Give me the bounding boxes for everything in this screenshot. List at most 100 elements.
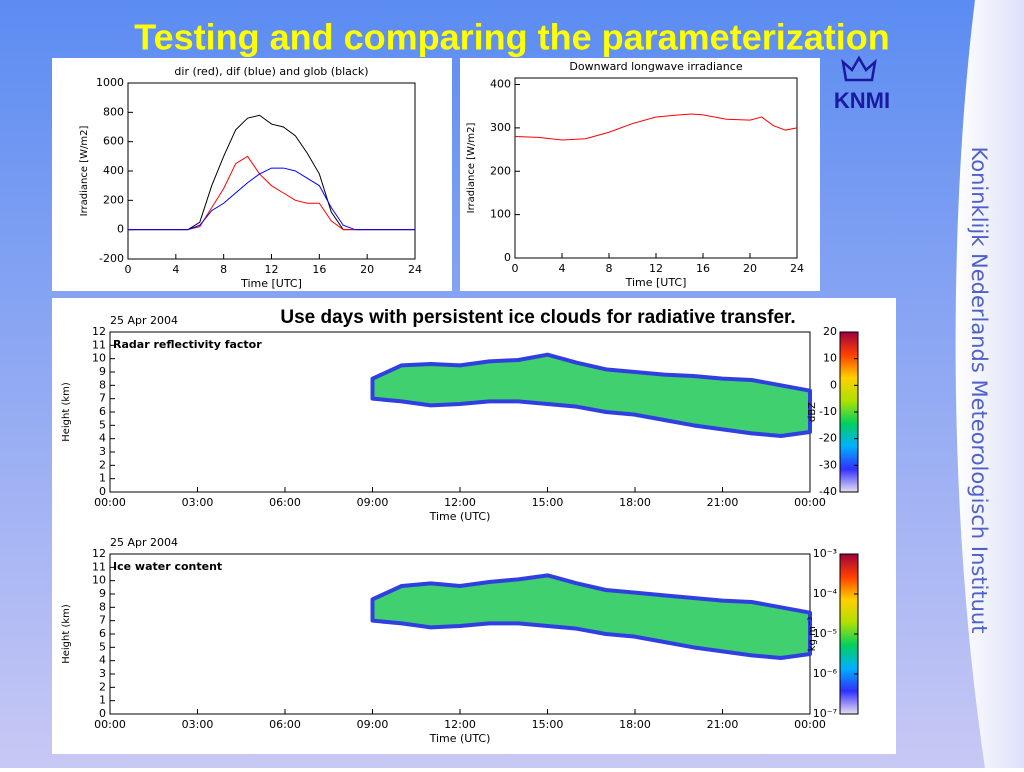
- y-tick-label: 6: [99, 405, 106, 418]
- x-tick-label: 21:00: [707, 718, 739, 731]
- x-tick-label: 06:00: [269, 718, 301, 731]
- y-tick-label: 200: [103, 193, 124, 206]
- x-tick-label: 15:00: [532, 718, 564, 731]
- x-tick-label: 03:00: [182, 496, 214, 509]
- x-tick-label: 15:00: [532, 496, 564, 509]
- panel: [52, 58, 452, 291]
- x-tick-label: 21:00: [707, 496, 739, 509]
- y-axis-label: Height (km): [61, 604, 72, 664]
- x-tick-label: 8: [220, 263, 227, 276]
- x-tick-label: 4: [172, 263, 179, 276]
- y-tick-label: 5: [99, 418, 106, 431]
- y-tick-label: 400: [490, 78, 511, 91]
- y-axis-label: Irradiance [W/m2]: [466, 123, 477, 214]
- cloud-area: [370, 573, 812, 660]
- x-tick-label: 03:00: [182, 718, 214, 731]
- panel: [460, 58, 820, 291]
- colorbar-tick-label: 10⁻⁵: [813, 627, 837, 640]
- y-tick-label: 300: [490, 121, 511, 134]
- x-tick-label: 24: [790, 262, 804, 275]
- x-axis-label: Time (UTC): [429, 510, 491, 523]
- y-tick-label: 1000: [96, 76, 124, 89]
- y-tick-label: 200: [490, 164, 511, 177]
- x-axis-label: Time (UTC): [429, 732, 491, 745]
- y-tick-label: 400: [103, 164, 124, 177]
- logo-crown: [841, 55, 877, 82]
- y-tick-label: 0: [117, 223, 124, 236]
- y-tick-label: 0: [504, 251, 511, 264]
- y-tick-label: 7: [99, 392, 106, 405]
- y-tick-label: 5: [99, 640, 106, 653]
- y-tick-label: 4: [99, 432, 106, 445]
- y-tick-label: 3: [99, 667, 106, 680]
- y-tick-label: 2: [99, 680, 106, 693]
- y-tick-label: 11: [92, 338, 106, 351]
- colorbar-tick-label: -20: [819, 432, 837, 445]
- y-tick-label: 100: [490, 208, 511, 221]
- y-tick-label: 12: [92, 547, 106, 560]
- y-tick-label: 0: [99, 485, 106, 498]
- y-tick-label: 4: [99, 654, 106, 667]
- colorbar-tick-label: -10: [819, 405, 837, 418]
- colorbar-tick-label: -30: [819, 458, 837, 471]
- date-label: 25 Apr 2004: [110, 314, 178, 327]
- logo: KNMI: [834, 88, 890, 113]
- y-tick-label: 600: [103, 135, 124, 148]
- y-axis-label: Irradiance [W/m2]: [79, 126, 90, 217]
- x-tick-label: 12:00: [444, 718, 476, 731]
- x-axis-label: Time [UTC]: [240, 277, 302, 290]
- x-tick-label: 20: [743, 262, 757, 275]
- series-line: [514, 113, 798, 141]
- colorbar-tick-label: 0: [830, 378, 837, 391]
- y-tick-label: 10: [92, 352, 106, 365]
- x-tick-label: 8: [606, 262, 613, 275]
- colorbar-tick-label: 10⁻⁷: [813, 707, 837, 720]
- x-tick-label: 12: [649, 262, 663, 275]
- y-tick-label: 0: [99, 707, 106, 720]
- x-tick-label: 09:00: [357, 718, 389, 731]
- y-tick-label: 8: [99, 378, 106, 391]
- x-tick-label: 20: [360, 263, 374, 276]
- x-tick-label: 24: [408, 263, 422, 276]
- x-tick-label: 00:00: [94, 496, 126, 509]
- y-tick-label: 9: [99, 587, 106, 600]
- side-band: [955, 0, 1024, 768]
- x-tick-label: 18:00: [619, 718, 651, 731]
- colorbar-tick-label: 10: [823, 352, 837, 365]
- cloud-area: [370, 352, 812, 438]
- y-tick-label: 6: [99, 627, 106, 640]
- y-tick-label: 9: [99, 365, 106, 378]
- colorbar-label: kg m⁻³: [807, 617, 818, 651]
- colorbar-label: dBZ: [807, 402, 818, 422]
- x-tick-label: 4: [559, 262, 566, 275]
- x-tick-label: 00:00: [794, 496, 826, 509]
- x-tick-label: 09:00: [357, 496, 389, 509]
- x-axis-label: Time [UTC]: [625, 276, 687, 289]
- caption: Use days with persistent ice clouds for …: [280, 307, 795, 328]
- y-tick-label: 8: [99, 600, 106, 613]
- slide-title: Testing and comparing the parameterizati…: [134, 17, 889, 58]
- y-tick-label: -200: [99, 252, 124, 265]
- y-tick-label: 12: [92, 325, 106, 338]
- x-tick-label: 06:00: [269, 496, 301, 509]
- x-tick-label: 18:00: [619, 496, 651, 509]
- colorbar-tick-label: 10⁻⁴: [813, 587, 838, 600]
- x-tick-label: 16: [696, 262, 710, 275]
- side-text: Koninklijk Nederlands Meteorologisch Ins…: [967, 147, 991, 634]
- colorbar-tick-label: 10⁻³: [813, 547, 837, 560]
- x-tick-label: 0: [125, 263, 132, 276]
- y-tick-label: 3: [99, 445, 106, 458]
- colorbar-tick-label: 10⁻⁶: [813, 667, 838, 680]
- panel-label: Radar reflectivity factor: [113, 338, 262, 351]
- y-axis-label: Height (km): [61, 382, 72, 442]
- series-line: [128, 167, 415, 231]
- date-label: 25 Apr 2004: [110, 536, 178, 549]
- y-tick-label: 800: [103, 105, 124, 118]
- x-tick-label: 00:00: [794, 718, 826, 731]
- chart-title: Downward longwave irradiance: [569, 60, 742, 73]
- colorbar-tick-label: 20: [823, 325, 837, 338]
- y-tick-label: 7: [99, 614, 106, 627]
- x-tick-label: 12: [265, 263, 279, 276]
- y-tick-label: 2: [99, 458, 106, 471]
